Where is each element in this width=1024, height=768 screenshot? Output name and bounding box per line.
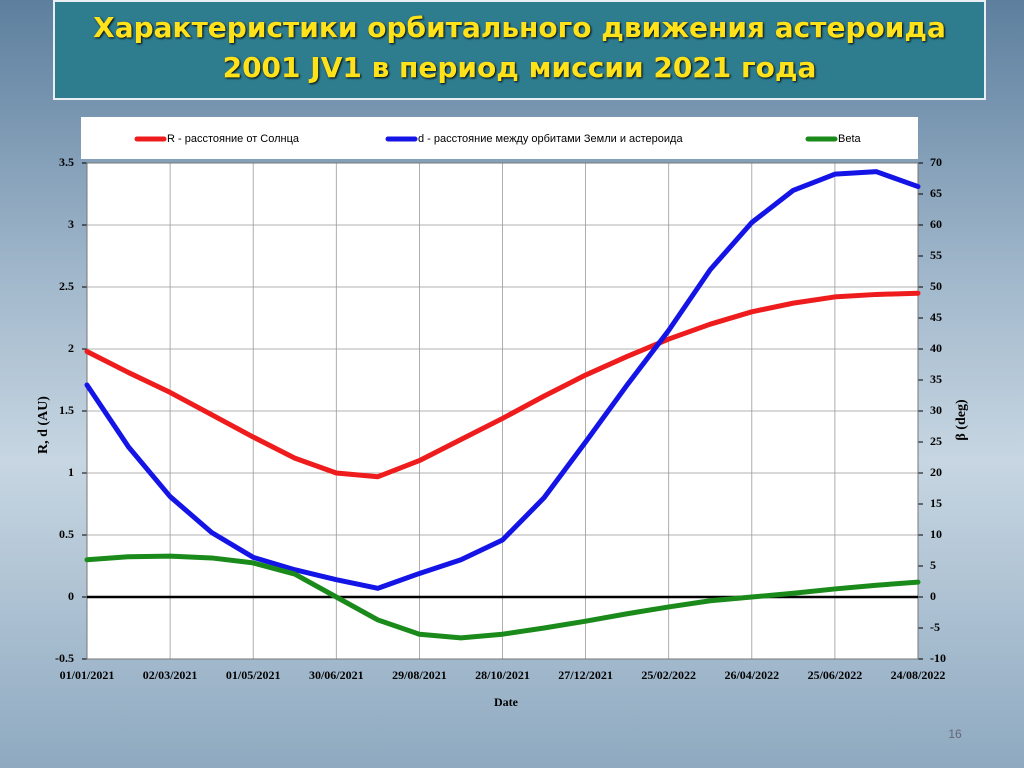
y-tick-label: 3 [68,217,74,231]
y2-tick-label: 55 [930,248,942,262]
y2-tick-label: 20 [930,465,942,479]
y-tick-label: 2.5 [59,279,74,293]
x-tick-label: 26/04/2022 [724,668,779,682]
y-tick-label: 2 [68,341,74,355]
y2-tick-label: 10 [930,527,942,541]
legend-label: d - расстояние между орбитами Земли и ас… [418,133,683,145]
y-tick-label: -0.5 [55,651,74,665]
legend-label: R - расстояние от Солнца [167,133,300,145]
x-tick-label: 25/06/2022 [808,668,863,682]
y2-tick-label: 45 [930,310,942,324]
y2-tick-label: 30 [930,403,942,417]
legend-label: Beta [838,133,862,145]
legend-box [81,117,918,159]
y-tick-label: 1 [68,465,74,479]
x-tick-label: 27/12/2021 [558,668,613,682]
series-line [84,553,921,641]
series-line [84,290,921,480]
y2-tick-label: 25 [930,434,942,448]
y2-tick-label: 15 [930,496,942,510]
y2-tick-label: -5 [930,620,940,634]
y2-tick-label: 50 [930,279,942,293]
plot-border [86,162,919,660]
y2-tick-label: 65 [930,186,942,200]
y2-tick-label: -10 [930,651,946,665]
x-tick-label: 29/08/2021 [392,668,447,682]
y-tick-label: 1.5 [59,403,74,417]
x-tick-label: 25/02/2022 [641,668,696,682]
title-line: Характеристики орбитального движения аст… [93,11,946,44]
y2-tick-label: 40 [930,341,942,355]
y2-tick-label: 70 [930,155,942,169]
x-tick-label: 28/10/2021 [475,668,530,682]
x-tick-label: 01/05/2021 [226,668,281,682]
y2-tick-label: 60 [930,217,942,231]
page-number: 16 [948,727,962,741]
y-tick-label: 3.5 [59,155,74,169]
x-tick-label: 01/01/2021 [60,668,115,682]
y2-tick-label: 0 [930,589,936,603]
y2-axis-label: β (deg) [954,399,969,441]
y-tick-label: 0.5 [59,527,74,541]
y-axis-label: R, d (AU) [36,396,51,454]
series-line [84,169,921,591]
x-tick-label: 30/06/2021 [309,668,364,682]
y2-tick-label: 5 [930,558,936,572]
x-axis-label: Date [494,695,519,709]
x-tick-label: 24/08/2022 [891,668,946,682]
title-line: 2001 JV1 в период миссии 2021 года [222,51,817,84]
x-tick-label: 02/03/2021 [143,668,198,682]
slide-title: Характеристики орбитального движения аст… [53,0,986,100]
y-tick-label: 0 [68,589,74,603]
y2-tick-label: 35 [930,372,942,386]
